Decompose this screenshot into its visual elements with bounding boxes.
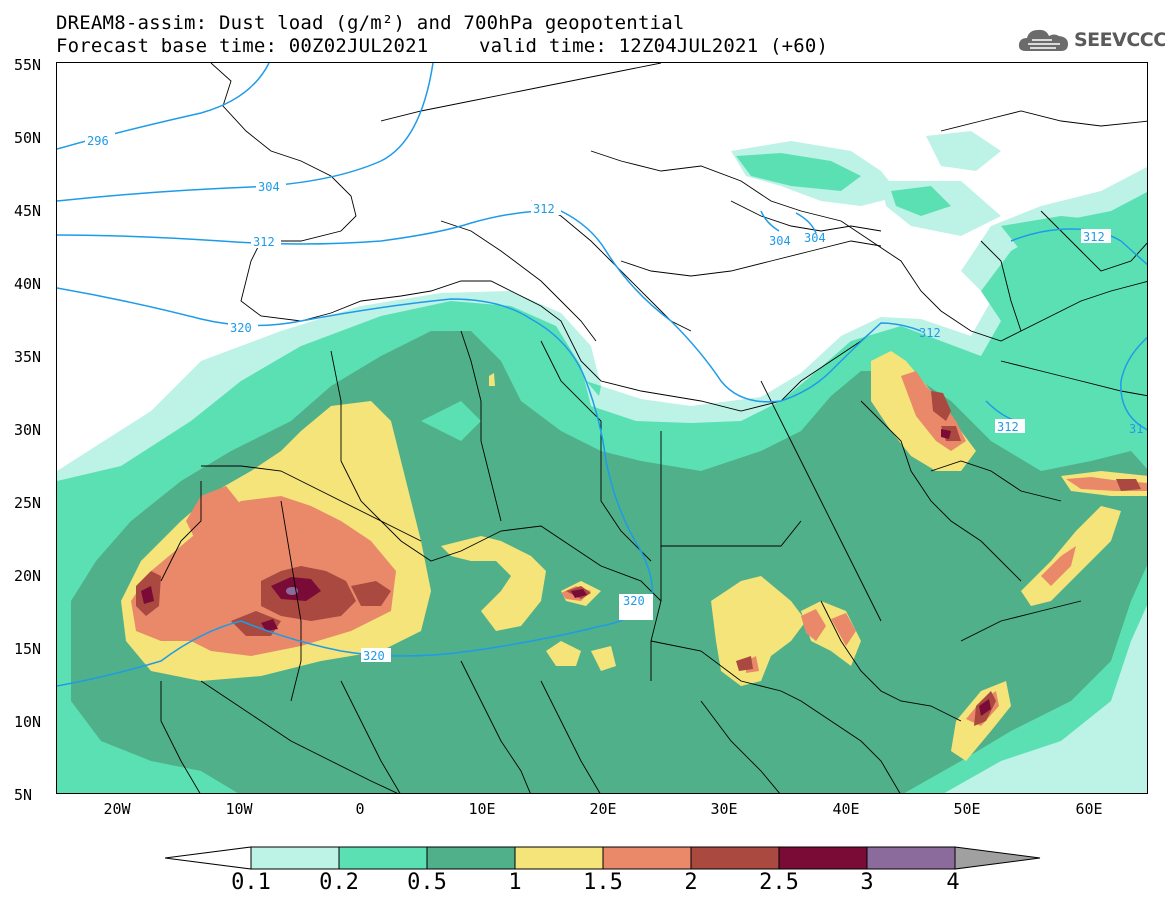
contour-label-bg bbox=[1081, 229, 1111, 243]
colorbar-label: 0.2 bbox=[319, 870, 359, 895]
contour-labels: 296 304 312 320 312 320 320 312 304 304 … bbox=[85, 133, 1143, 663]
dust-level-25 bbox=[141, 429, 991, 716]
contour-label-312d: 312 bbox=[997, 420, 1019, 434]
contour-label-320b: 320 bbox=[363, 649, 385, 663]
contour-label-31: 31 bbox=[1129, 422, 1143, 436]
lon-label: 10E bbox=[468, 800, 496, 818]
logo-text: SEEVCCC bbox=[1074, 29, 1165, 51]
contour-label-bg bbox=[228, 320, 258, 334]
colorbar-swatch bbox=[690, 846, 780, 870]
colorbar-label: 2.5 bbox=[759, 870, 799, 895]
contour-label-304c: 304 bbox=[804, 231, 826, 245]
contour-label-bg bbox=[995, 419, 1025, 433]
contour-label-312: 312 bbox=[253, 235, 275, 249]
contour-label-304b: 304 bbox=[769, 234, 791, 248]
colorbar bbox=[165, 846, 1041, 870]
base-time-text: Forecast base time: 00Z02JUL2021 bbox=[56, 35, 429, 57]
cloud-logo-icon bbox=[1018, 29, 1068, 51]
contour-label-bg bbox=[531, 201, 561, 215]
contour-label-bg bbox=[256, 179, 286, 193]
colorbar-label: 1.5 bbox=[583, 870, 623, 895]
colorbar-label: 3 bbox=[860, 870, 874, 895]
forecast-base-time: Forecast base time: 00Z02JUL2021 valid ti… bbox=[56, 35, 828, 57]
colorbar-high-arrow bbox=[954, 846, 1041, 870]
colorbar-label: 2 bbox=[684, 870, 698, 895]
lat-label: 25N bbox=[14, 494, 42, 512]
colorbar-swatch bbox=[338, 846, 428, 870]
lat-label: 55N bbox=[14, 56, 42, 74]
country-borders bbox=[160, 63, 1147, 793]
dust-load-map: 296 304 312 320 312 320 320 312 304 304 … bbox=[56, 62, 1148, 794]
contour-label-312c: 312 bbox=[919, 326, 941, 340]
lat-label: 40N bbox=[14, 275, 42, 293]
geopotential-contours bbox=[57, 63, 1147, 687]
contour-label-312e: 312 bbox=[1083, 230, 1105, 244]
contour-label-312b: 312 bbox=[533, 202, 555, 216]
lat-label: 5N bbox=[14, 786, 33, 804]
lon-label: 60E bbox=[1075, 800, 1103, 818]
lon-label: 40E bbox=[832, 800, 860, 818]
lat-label: 35N bbox=[14, 348, 42, 366]
contour-label-bg bbox=[361, 648, 391, 662]
contour-label-bg bbox=[85, 133, 115, 147]
colorbar-swatch bbox=[778, 846, 868, 870]
colorbar-swatch bbox=[426, 846, 516, 870]
colorbar-label: 0.1 bbox=[231, 870, 271, 895]
contour-label-320c: 320 bbox=[623, 594, 645, 608]
colorbar-swatch bbox=[514, 846, 604, 870]
contour-label-bg bbox=[619, 594, 653, 620]
contour-label-320: 320 bbox=[230, 321, 252, 335]
colorbar-swatch bbox=[602, 846, 692, 870]
colorbar-label: 4 bbox=[946, 870, 960, 895]
lat-label: 50N bbox=[14, 129, 42, 147]
lat-label: 10N bbox=[14, 713, 42, 731]
dust-level-3 bbox=[286, 587, 298, 595]
contour-label-304: 304 bbox=[258, 180, 280, 194]
colorbar-label: 1 bbox=[508, 870, 522, 895]
lat-label: 15N bbox=[14, 640, 42, 658]
lon-label: 50E bbox=[953, 800, 981, 818]
colorbar-swatch bbox=[250, 846, 340, 870]
colorbar-low-arrow bbox=[165, 846, 252, 870]
lat-label: 30N bbox=[14, 421, 42, 439]
valid-time-text: valid time: 12Z04JUL2021 (+60) bbox=[479, 35, 829, 57]
colorbar-label: 0.5 bbox=[407, 870, 447, 895]
seevccc-logo: SEEVCCC bbox=[1018, 25, 1165, 57]
lon-label: 10W bbox=[225, 800, 253, 818]
contour-label-296: 296 bbox=[87, 134, 109, 148]
lon-label: 20W bbox=[103, 800, 131, 818]
lon-label: 0 bbox=[355, 800, 365, 818]
lat-label: 45N bbox=[14, 202, 42, 220]
colorbar-swatch bbox=[866, 846, 956, 870]
map-title: DREAM8-assim: Dust load (g/m²) and 700hP… bbox=[56, 12, 685, 34]
contour-label-bg bbox=[251, 234, 281, 248]
lon-label: 20E bbox=[589, 800, 617, 818]
lon-label: 30E bbox=[710, 800, 738, 818]
lat-label: 20N bbox=[14, 567, 42, 585]
